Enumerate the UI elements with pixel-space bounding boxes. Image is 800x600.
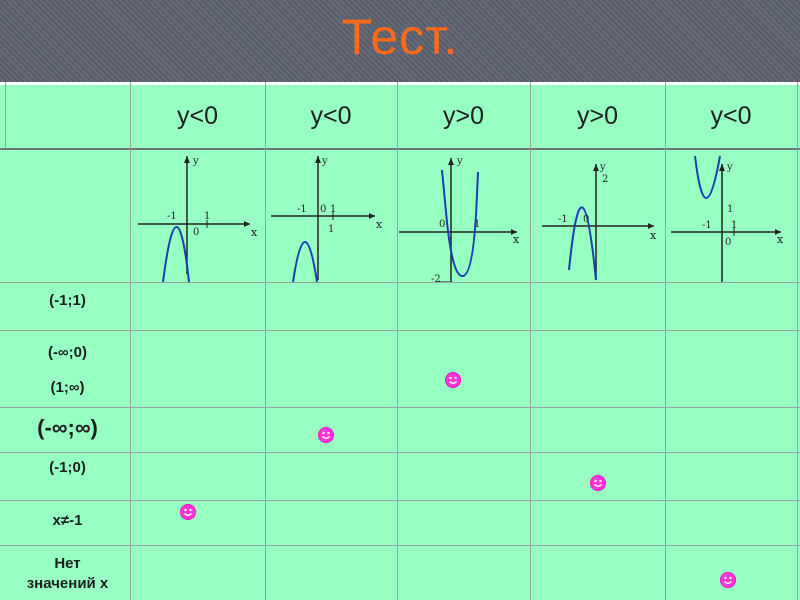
svg-text:1: 1 (204, 211, 210, 222)
slide-title: Тест. (341, 9, 459, 65)
grid-line (0, 330, 800, 331)
row-label: (-∞;0) (47, 344, 88, 361)
smiley-icon (590, 475, 606, 491)
svg-text:y: y (599, 162, 606, 173)
smiley-icon (180, 504, 196, 520)
row-label: (-∞;∞) (37, 415, 98, 440)
svg-text:0: 0 (320, 204, 326, 215)
smiley-icon (318, 427, 334, 443)
svg-text:0: 0 (439, 219, 445, 230)
grid-line (0, 407, 800, 408)
svg-text:x: x (376, 218, 383, 231)
row-label: (-1;1) (49, 292, 86, 309)
graph-3: y x 0 1 -2 (399, 156, 520, 282)
svg-text:x: x (513, 233, 520, 246)
row-label: значений x (26, 575, 109, 592)
grid-line (0, 148, 800, 150)
svg-text:x: x (251, 226, 258, 239)
grid-line (797, 82, 798, 600)
svg-text:-1: -1 (297, 204, 307, 215)
svg-text:-1: -1 (702, 220, 712, 231)
svg-text:0: 0 (725, 237, 731, 248)
grid-line (265, 82, 266, 600)
row-label: (1;∞) (50, 379, 85, 396)
column-header: y<0 (710, 102, 752, 130)
svg-text:0: 0 (583, 214, 589, 225)
svg-text:y: y (321, 156, 328, 167)
graph-4: y x 2 -1 0 (542, 162, 657, 281)
graph-5: y x -1 1 1 0 (671, 155, 784, 282)
smiley-icon (720, 572, 736, 588)
grid-line (0, 500, 800, 501)
smiley-icon (445, 372, 461, 388)
row-label: (-1;0) (49, 459, 86, 476)
svg-text:y: y (192, 156, 199, 167)
grid-line (130, 82, 131, 600)
grid-line (5, 82, 6, 148)
graph-2: y x -1 0 1 1 (271, 156, 383, 282)
grid-line (397, 82, 398, 600)
graph-1: y x -1 1 0 (138, 156, 258, 282)
grid-line (0, 545, 800, 546)
svg-text:x: x (650, 229, 657, 242)
svg-text:y: y (456, 156, 463, 167)
grid-line (0, 452, 800, 453)
svg-text:2: 2 (602, 174, 608, 185)
column-header: y<0 (310, 102, 352, 130)
svg-text:1: 1 (731, 220, 737, 231)
grid-line (665, 82, 666, 600)
test-table: y<0 y<0 y>0 y>0 y<0 y x -1 1 0 y x -1 0 … (0, 82, 800, 600)
column-header: y<0 (176, 102, 218, 130)
svg-text:-2: -2 (431, 274, 441, 282)
svg-text:-1: -1 (167, 211, 177, 222)
svg-text:y: y (726, 162, 733, 173)
column-header: y>0 (576, 102, 618, 130)
svg-text:1: 1 (474, 219, 480, 230)
grid-line (530, 82, 531, 600)
svg-text:1: 1 (330, 204, 336, 215)
column-header: y>0 (442, 102, 484, 130)
row-label: Нет (54, 555, 81, 572)
row-label: x≠-1 (52, 512, 83, 529)
svg-text:x: x (777, 233, 784, 246)
svg-text:-1: -1 (558, 214, 568, 225)
svg-text:1: 1 (328, 224, 334, 235)
svg-text:0: 0 (193, 227, 199, 238)
grid-line (0, 282, 800, 283)
svg-text:1: 1 (727, 204, 733, 215)
